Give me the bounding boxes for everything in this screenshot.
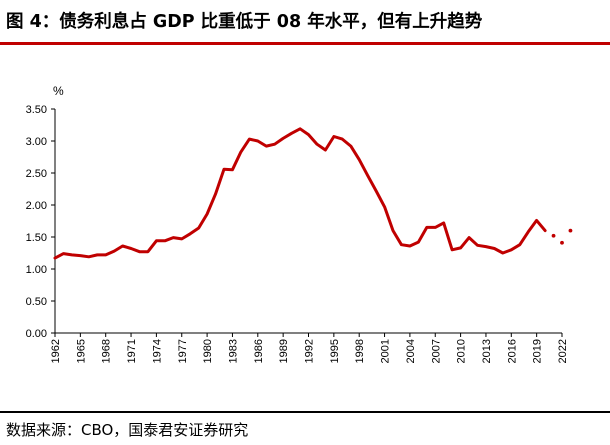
x-tick-label: 2004 [405, 339, 417, 363]
x-tick-label: 2022 [557, 339, 569, 363]
chart-series [53, 127, 573, 260]
source-note: 数据来源：CBO，国泰君安证券研究 [6, 421, 249, 439]
x-tick-label: 2001 [380, 339, 392, 363]
y-tick-label: 3.50 [26, 104, 47, 116]
y-tick-label: 3.00 [26, 136, 47, 148]
forecast-point [560, 240, 564, 245]
x-tick-label: 2010 [456, 339, 468, 363]
x-tick-label: 2016 [506, 339, 518, 363]
x-tick-label: 1995 [329, 339, 341, 363]
x-tick-label: 1965 [75, 339, 87, 363]
x-tick-label: 2007 [430, 339, 442, 363]
y-axis-unit-label: % [53, 84, 64, 98]
chart: 0.000.501.001.502.002.503.003.50 1962 196… [26, 84, 573, 363]
series-line-interest-to-gdp [53, 127, 547, 260]
x-tick-label: 1998 [354, 339, 366, 363]
x-tick-label: 2013 [481, 339, 493, 363]
x-tick-label: 1986 [253, 339, 265, 363]
y-tick-label: 0.00 [26, 328, 47, 340]
x-tick-label: 1968 [101, 339, 113, 363]
page-title: 图 4：债务利息占 GDP 比重低于 08 年水平，但有上升趋势 [6, 12, 483, 32]
forecast-point [568, 228, 573, 233]
y-tick-label: 2.00 [26, 200, 47, 212]
chart-axes [54, 109, 562, 334]
x-tick-label: 1962 [50, 339, 62, 363]
x-axis-ticks: 1962 1965 1968 1971 1974 1977 1980 1983 1986 1989… [50, 333, 569, 363]
x-tick-label: 2019 [532, 339, 544, 363]
footer-divider [0, 411, 610, 413]
y-axis-ticks: 0.00 0.50 1.00 1.50 2.00 2.50 3.00 3.50 [26, 104, 55, 340]
x-tick-label: 1983 [227, 339, 239, 363]
title-divider [0, 42, 610, 45]
forecast-point [551, 233, 556, 238]
x-tick-label: 1989 [278, 339, 290, 363]
y-tick-label: 1.00 [26, 264, 47, 276]
x-tick-label: 1992 [304, 339, 316, 363]
x-tick-label: 1974 [151, 339, 163, 363]
x-tick-label: 1980 [202, 339, 214, 363]
y-tick-label: 2.50 [26, 168, 47, 180]
y-tick-label: 0.50 [26, 296, 47, 308]
x-tick-label: 1977 [177, 339, 189, 363]
y-tick-label: 1.50 [26, 232, 47, 244]
x-tick-label: 1971 [126, 339, 138, 363]
